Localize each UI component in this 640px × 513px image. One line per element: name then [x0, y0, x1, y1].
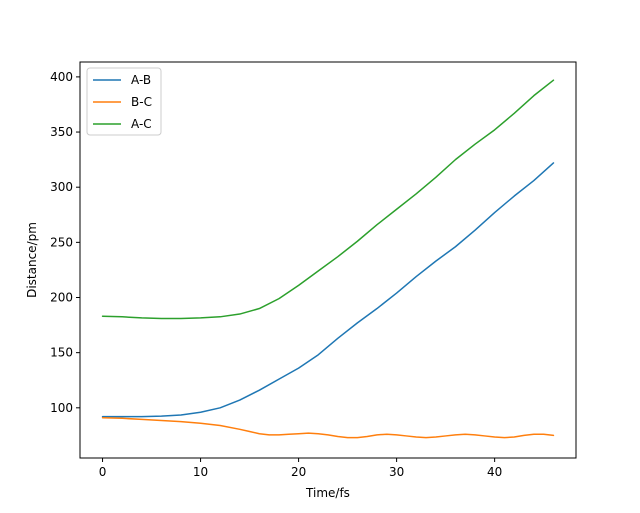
- x-tick-label: 30: [389, 465, 404, 479]
- legend-box: [86, 67, 162, 136]
- y-tick-label: 300: [50, 180, 73, 194]
- series-line-2: [101, 79, 555, 320]
- y-tick-label: 400: [50, 70, 73, 84]
- y-tick-label: 100: [50, 401, 73, 415]
- y-tick-label: 250: [50, 235, 73, 249]
- legend-label-0: A-B: [131, 73, 151, 87]
- x-axis: 0 10 20 30 40: [99, 458, 502, 479]
- series-line-1: [101, 416, 555, 439]
- plot-frame: [79, 61, 577, 459]
- legend-label-2: A-C: [131, 117, 152, 131]
- plot-area: [80, 62, 576, 458]
- x-tick-label: 20: [291, 465, 306, 479]
- y-tick-label: 350: [50, 125, 73, 139]
- y-axis-title: Distance/pm: [25, 222, 39, 298]
- legend: A-B B-C A-C: [86, 67, 162, 136]
- y-tick-label: 200: [50, 291, 73, 305]
- x-tick-label: 40: [487, 465, 502, 479]
- x-axis-title: Time/fs: [305, 486, 350, 500]
- series-line-0: [101, 162, 555, 418]
- x-tick-label: 10: [193, 465, 208, 479]
- legend-label-1: B-C: [131, 95, 152, 109]
- series-layer: [101, 79, 555, 439]
- x-tick-label: 0: [99, 465, 107, 479]
- y-tick-label: 150: [50, 346, 73, 360]
- y-axis: 100 150 200 250 300 350 400: [50, 70, 80, 415]
